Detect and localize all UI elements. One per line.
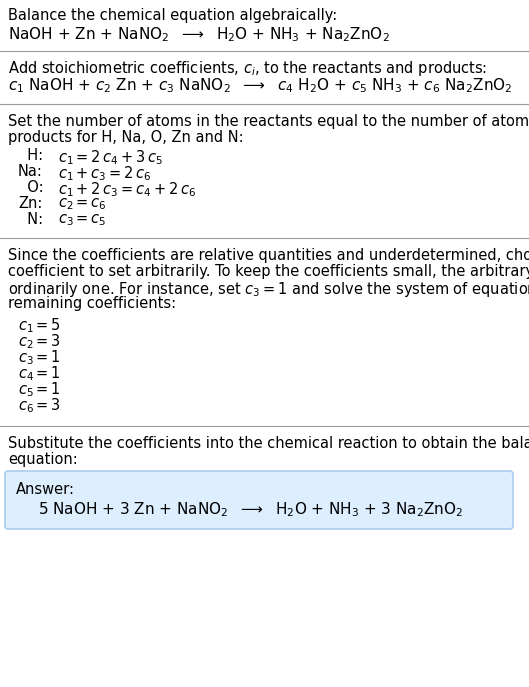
Text: Balance the chemical equation algebraically:: Balance the chemical equation algebraica… [8, 8, 338, 23]
Text: $c_1 = 2\,c_4 + 3\,c_5$: $c_1 = 2\,c_4 + 3\,c_5$ [58, 148, 163, 167]
Text: Na:: Na: [18, 164, 43, 179]
Text: $c_1$ NaOH + $c_2$ Zn + $c_3$ NaNO$_2$  $\longrightarrow$  $c_4$ H$_2$O + $c_5$ : $c_1$ NaOH + $c_2$ Zn + $c_3$ NaNO$_2$ $… [8, 76, 513, 95]
Text: remaining coefficients:: remaining coefficients: [8, 296, 176, 311]
Text: $c_1 + c_3 = 2\,c_6$: $c_1 + c_3 = 2\,c_6$ [58, 164, 151, 183]
Text: 5 NaOH + 3 Zn + NaNO$_2$  $\longrightarrow$  H$_2$O + NH$_3$ + 3 Na$_2$ZnO$_2$: 5 NaOH + 3 Zn + NaNO$_2$ $\longrightarro… [38, 500, 463, 519]
Text: $c_6 = 3$: $c_6 = 3$ [18, 396, 61, 415]
Text: coefficient to set arbitrarily. To keep the coefficients small, the arbitrary va: coefficient to set arbitrarily. To keep … [8, 264, 529, 279]
Text: $c_5 = 1$: $c_5 = 1$ [18, 380, 61, 398]
Text: H:: H: [18, 148, 43, 163]
Text: $c_1 + 2\,c_3 = c_4 + 2\,c_6$: $c_1 + 2\,c_3 = c_4 + 2\,c_6$ [58, 180, 196, 199]
Text: NaOH + Zn + NaNO$_2$  $\longrightarrow$  H$_2$O + NH$_3$ + Na$_2$ZnO$_2$: NaOH + Zn + NaNO$_2$ $\longrightarrow$ H… [8, 25, 390, 44]
Text: O:: O: [18, 180, 43, 195]
Text: $c_3 = c_5$: $c_3 = c_5$ [58, 212, 107, 227]
FancyBboxPatch shape [5, 471, 513, 529]
Text: Substitute the coefficients into the chemical reaction to obtain the balanced: Substitute the coefficients into the che… [8, 436, 529, 451]
Text: $c_4 = 1$: $c_4 = 1$ [18, 364, 61, 383]
Text: N:: N: [18, 212, 43, 227]
Text: Since the coefficients are relative quantities and underdetermined, choose a: Since the coefficients are relative quan… [8, 248, 529, 263]
Text: $c_3 = 1$: $c_3 = 1$ [18, 348, 61, 367]
Text: Add stoichiometric coefficients, $c_i$, to the reactants and products:: Add stoichiometric coefficients, $c_i$, … [8, 59, 487, 78]
Text: ordinarily one. For instance, set $c_3 = 1$ and solve the system of equations fo: ordinarily one. For instance, set $c_3 =… [8, 280, 529, 299]
Text: Zn:: Zn: [18, 196, 42, 211]
Text: products for H, Na, O, Zn and N:: products for H, Na, O, Zn and N: [8, 130, 244, 145]
Text: $c_2 = 3$: $c_2 = 3$ [18, 332, 61, 350]
Text: Answer:: Answer: [16, 482, 75, 497]
Text: Set the number of atoms in the reactants equal to the number of atoms in the: Set the number of atoms in the reactants… [8, 114, 529, 129]
Text: $c_1 = 5$: $c_1 = 5$ [18, 316, 61, 335]
Text: equation:: equation: [8, 452, 78, 467]
Text: $c_2 = c_6$: $c_2 = c_6$ [58, 196, 107, 212]
